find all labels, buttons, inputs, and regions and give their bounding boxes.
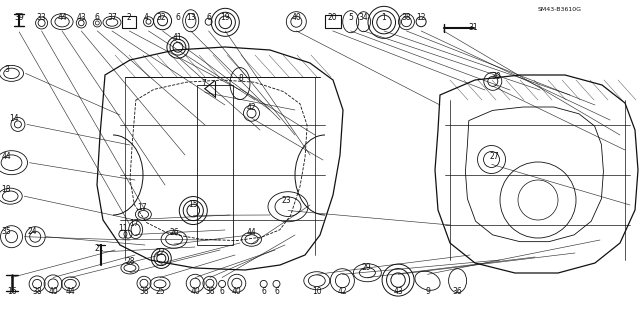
Text: 9: 9: [425, 287, 430, 296]
Text: 31: 31: [468, 23, 479, 32]
Text: 3: 3: [4, 65, 9, 74]
Text: 26: 26: [169, 228, 179, 237]
Text: 44: 44: [1, 152, 12, 161]
Text: 18: 18: [2, 185, 11, 194]
Text: 40: 40: [190, 287, 200, 296]
Text: 41: 41: [173, 33, 183, 42]
Text: 43: 43: [76, 13, 86, 22]
Text: 29: 29: [361, 263, 371, 272]
Text: 16: 16: [6, 287, 17, 296]
Text: 44: 44: [57, 13, 67, 22]
Text: 42: 42: [246, 103, 257, 112]
Text: 38: 38: [205, 287, 215, 296]
Text: 36: 36: [452, 287, 463, 296]
Text: 19: 19: [220, 13, 230, 22]
Text: 21: 21: [95, 244, 104, 253]
Text: 6: 6: [175, 13, 180, 22]
Bar: [325, 15, 341, 28]
Text: 44: 44: [65, 287, 76, 296]
Text: 38: 38: [139, 287, 149, 296]
Text: 6: 6: [274, 287, 279, 296]
Text: 38: 38: [32, 287, 42, 296]
Bar: [197, 85, 233, 245]
Text: 39: 39: [14, 13, 24, 22]
Text: SM43-B3610G: SM43-B3610G: [538, 7, 582, 12]
Text: 4: 4: [143, 13, 148, 22]
Text: 2: 2: [127, 13, 132, 22]
Text: 37: 37: [107, 13, 117, 22]
Text: 44: 44: [246, 228, 257, 237]
Text: 6: 6: [261, 287, 266, 296]
Text: 17: 17: [137, 203, 147, 212]
Text: 6: 6: [206, 13, 211, 22]
Text: 10: 10: [312, 287, 322, 296]
Text: 8: 8: [239, 74, 244, 83]
Text: 25: 25: [155, 287, 165, 296]
Text: 42: 42: [337, 287, 348, 296]
Text: 43: 43: [393, 287, 403, 296]
Text: 40: 40: [291, 13, 301, 22]
Text: 33: 33: [36, 13, 47, 22]
Text: 28: 28: [125, 257, 134, 266]
Text: 12: 12: [417, 13, 426, 22]
Text: 34: 34: [358, 13, 369, 22]
Text: 1: 1: [381, 13, 387, 22]
Text: 35: 35: [1, 227, 12, 236]
Text: 38: 38: [401, 13, 412, 22]
Text: 6: 6: [220, 287, 225, 296]
Text: 24: 24: [27, 227, 37, 236]
Text: 15: 15: [188, 200, 198, 209]
Text: 23: 23: [282, 197, 292, 205]
Text: 7: 7: [201, 79, 206, 88]
Text: 27: 27: [490, 152, 500, 161]
Text: 17: 17: [129, 219, 140, 228]
Text: 40: 40: [48, 287, 58, 296]
Text: 22: 22: [156, 248, 164, 256]
Text: 14: 14: [9, 114, 19, 123]
Text: 40: 40: [232, 287, 242, 296]
Text: 32: 32: [156, 13, 166, 22]
Text: 13: 13: [186, 13, 196, 22]
Bar: [122, 16, 136, 28]
Text: 20: 20: [328, 13, 338, 22]
Text: 30: 30: [491, 72, 501, 81]
Text: 11: 11: [118, 224, 127, 233]
Text: 5: 5: [348, 13, 353, 22]
Text: 6: 6: [95, 13, 100, 22]
